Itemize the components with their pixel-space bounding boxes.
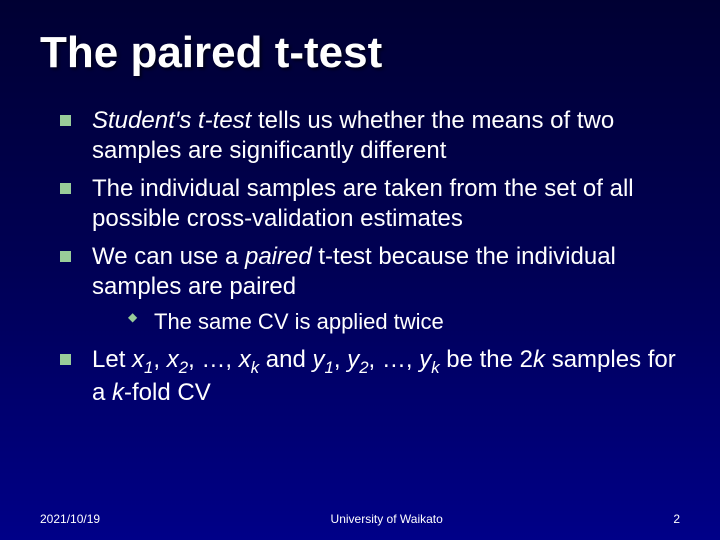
sub-bullet-item: The same CV is applied twice bbox=[128, 308, 680, 337]
bullet-text: Let x1, x2, …, xk and y1, y2, …, yk be t… bbox=[92, 346, 676, 407]
footer-affiliation: University of Waikato bbox=[100, 512, 673, 526]
footer: 2021/10/19 University of Waikato 2 bbox=[0, 512, 720, 526]
bullet-item: We can use a paired t-test because the i… bbox=[60, 242, 680, 337]
bullet-text: Student's t-test tells us whether the me… bbox=[92, 107, 614, 164]
bullet-text: The individual samples are taken from th… bbox=[92, 175, 634, 232]
slide-title: The paired t-test bbox=[40, 28, 680, 78]
bullet-text: We can use a paired t-test because the i… bbox=[92, 243, 616, 300]
bullet-item: Let x1, x2, …, xk and y1, y2, …, yk be t… bbox=[60, 345, 680, 409]
bullet-item: The individual samples are taken from th… bbox=[60, 174, 680, 234]
bullet-list: Student's t-test tells us whether the me… bbox=[40, 106, 680, 408]
slide: The paired t-test Student's t-test tells… bbox=[0, 0, 720, 540]
sub-bullet-text: The same CV is applied twice bbox=[154, 309, 444, 334]
bullet-item: Student's t-test tells us whether the me… bbox=[60, 106, 680, 166]
sub-bullet-list: The same CV is applied twice bbox=[92, 308, 680, 337]
footer-date: 2021/10/19 bbox=[40, 512, 100, 526]
footer-page-number: 2 bbox=[673, 512, 680, 526]
